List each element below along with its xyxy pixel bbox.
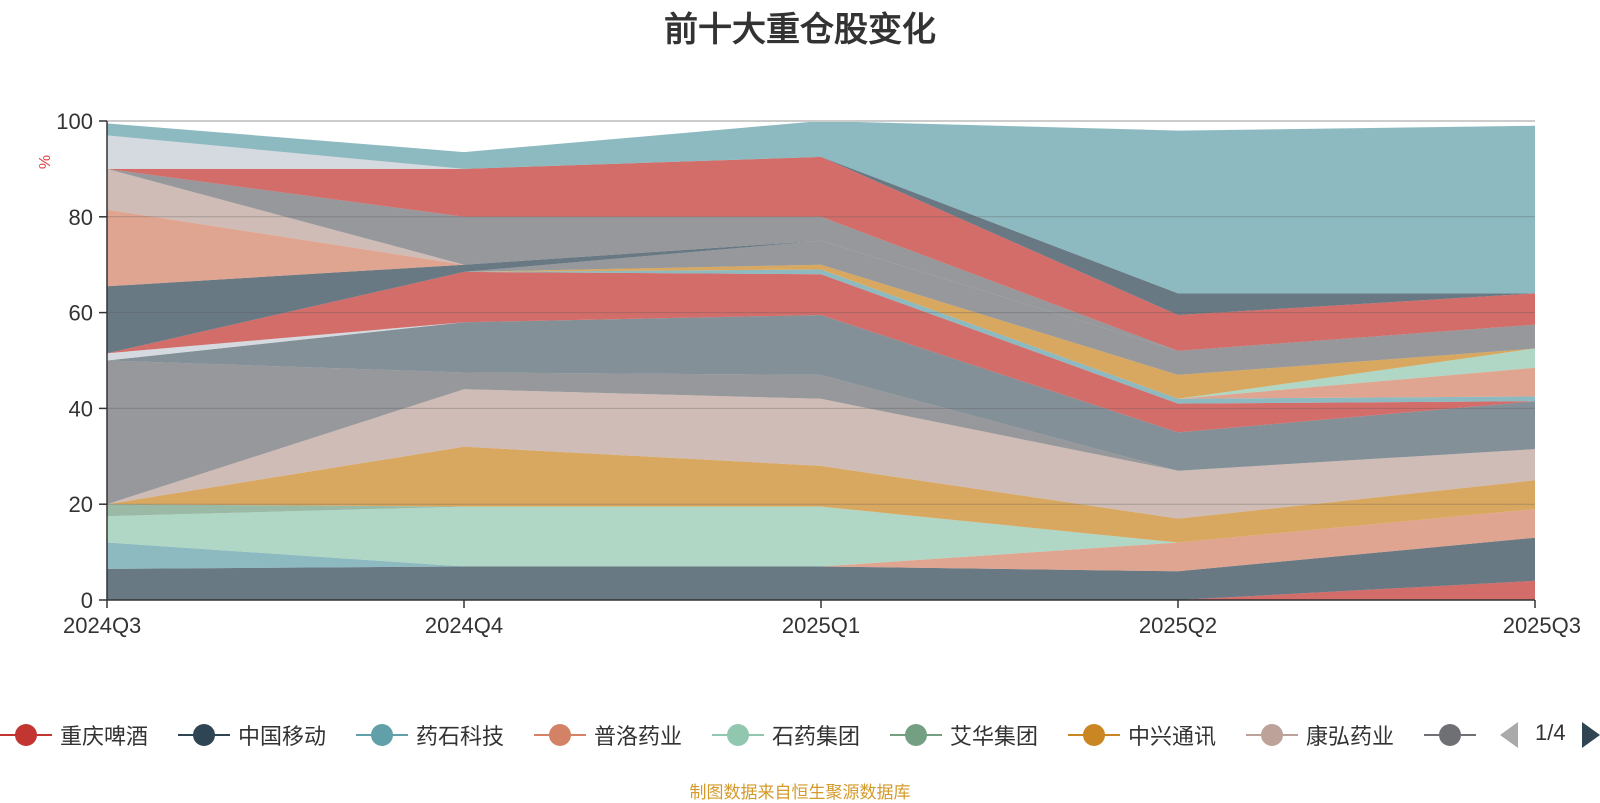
area-series-9[interactable] bbox=[107, 360, 1535, 505]
legend-item[interactable]: 石药集团 bbox=[712, 718, 860, 752]
legend-item[interactable]: 中兴通讯 bbox=[1068, 718, 1216, 752]
legend-label: 中国移动 bbox=[238, 724, 327, 749]
chart-title: 前十大重仓股变化 bbox=[664, 11, 936, 49]
x-tick-label: 2024Q4 bbox=[425, 613, 503, 638]
grid-layer bbox=[107, 120, 1535, 505]
legend-label: 中兴通讯 bbox=[1128, 724, 1217, 749]
area-series-24[interactable] bbox=[107, 135, 1535, 294]
x-tick-label: 2025Q3 bbox=[1503, 613, 1581, 638]
areas-layer bbox=[107, 121, 1535, 600]
x-tick-label: 2024Q3 bbox=[63, 613, 141, 638]
legend-label: 药石科技 bbox=[416, 724, 505, 749]
area-series-7[interactable] bbox=[107, 446, 1535, 543]
legend-label: 重庆啤酒 bbox=[60, 724, 149, 749]
legend-prev-page-icon[interactable] bbox=[1500, 722, 1518, 748]
legend-swatch-icon bbox=[712, 723, 764, 747]
y-tick-label: 80 bbox=[69, 205, 93, 230]
axis-layer: 0 20 40 60 80 100 2024Q3 2024Q4 2025Q1 2025Q2 2025… bbox=[56, 109, 1581, 638]
legend-item[interactable]: 艾华集团 bbox=[890, 718, 1038, 752]
legend-swatch-icon bbox=[890, 723, 942, 747]
legend-item[interactable]: 中国移动 bbox=[178, 718, 326, 752]
area-series-8[interactable] bbox=[107, 389, 1535, 519]
y-axis-unit-label: % bbox=[37, 155, 54, 169]
area-series-10[interactable] bbox=[107, 315, 1535, 471]
legend-item[interactable]: 康弘药业 bbox=[1246, 718, 1394, 752]
legend-label: 石药集团 bbox=[772, 724, 861, 749]
area-series-14[interactable] bbox=[107, 269, 1535, 399]
legend-swatch-icon bbox=[1246, 723, 1298, 747]
source-note: 制图数据来自恒生聚源数据库 bbox=[689, 783, 911, 802]
legend-swatch-icon bbox=[534, 723, 586, 747]
legend-label: 康弘药业 bbox=[1306, 724, 1395, 749]
area-series-3[interactable] bbox=[107, 537, 1535, 572]
x-tick-label: 2025Q1 bbox=[782, 613, 860, 638]
area-series-6[interactable] bbox=[107, 504, 1535, 543]
area-series-5[interactable] bbox=[107, 506, 1535, 567]
area-series-18[interactable] bbox=[107, 240, 1535, 354]
y-tick-label: 40 bbox=[69, 396, 93, 421]
legend: 重庆啤酒 中国移动 药石科技 普洛药业 石药集团 艾华集团 中兴通讯 康弘药业 昆仑万维 bbox=[0, 718, 1480, 752]
area-series-25[interactable] bbox=[107, 121, 1535, 294]
legend-swatch-icon bbox=[1068, 723, 1120, 747]
y-tick-label: 60 bbox=[69, 301, 93, 326]
y-tick-label: 0 bbox=[81, 588, 93, 613]
x-tick-label: 2025Q2 bbox=[1139, 613, 1217, 638]
legend-pager: 1/4 bbox=[1500, 718, 1600, 752]
legend-swatch-icon bbox=[178, 723, 230, 747]
area-series-23[interactable] bbox=[107, 156, 1535, 315]
area-series-4[interactable] bbox=[107, 509, 1535, 572]
legend-label: 艾华集团 bbox=[950, 724, 1039, 749]
legend-swatch-icon bbox=[1424, 723, 1476, 747]
area-series-22[interactable] bbox=[107, 156, 1535, 351]
legend-swatch-icon bbox=[0, 723, 52, 747]
legend-item[interactable]: 昆仑万维 bbox=[1424, 718, 1480, 752]
y-tick-label: 20 bbox=[69, 492, 93, 517]
legend-item[interactable]: 普洛药业 bbox=[534, 718, 682, 752]
legend-label: 普洛药业 bbox=[594, 724, 683, 749]
stacked-area-chart: 0 20 40 60 80 100 2024Q3 2024Q4 2025Q1 2025Q2 2025… bbox=[37, 109, 1581, 638]
area-series-12[interactable] bbox=[107, 271, 1535, 433]
area-series-2[interactable] bbox=[107, 537, 1535, 600]
area-series-1[interactable] bbox=[107, 580, 1535, 600]
legend-item[interactable]: 重庆啤酒 bbox=[0, 718, 148, 752]
legend-page-indicator: 1/4 bbox=[1535, 720, 1566, 745]
legend-swatch-icon bbox=[356, 723, 408, 747]
legend-next-page-icon[interactable] bbox=[1582, 722, 1600, 748]
legend-item[interactable]: 药石科技 bbox=[356, 718, 504, 752]
y-tick-label: 100 bbox=[56, 109, 93, 134]
